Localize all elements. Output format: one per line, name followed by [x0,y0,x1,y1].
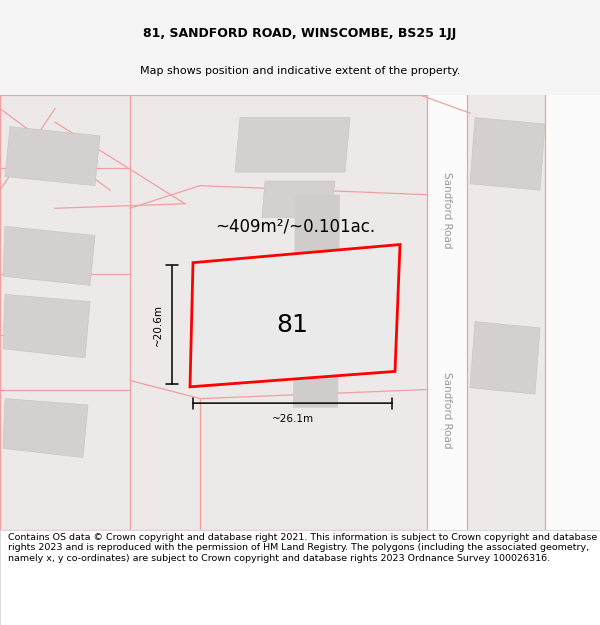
Polygon shape [190,244,400,387]
Text: ~26.1m: ~26.1m [271,414,314,424]
Polygon shape [235,118,350,172]
Polygon shape [262,181,335,218]
Text: Sandford Road: Sandford Road [442,172,452,248]
Polygon shape [427,95,467,530]
Text: ~409m²/~0.101ac.: ~409m²/~0.101ac. [215,217,375,236]
Polygon shape [3,226,95,285]
Text: 81: 81 [276,312,308,337]
Polygon shape [3,399,88,458]
Text: ~20.6m: ~20.6m [153,304,163,346]
Polygon shape [545,95,600,530]
Text: Map shows position and indicative extent of the property.: Map shows position and indicative extent… [140,66,460,76]
Polygon shape [470,118,545,190]
Text: 81, SANDFORD ROAD, WINSCOMBE, BS25 1JJ: 81, SANDFORD ROAD, WINSCOMBE, BS25 1JJ [143,27,457,40]
Polygon shape [3,294,90,358]
Text: Contains OS data © Crown copyright and database right 2021. This information is : Contains OS data © Crown copyright and d… [8,533,597,562]
Text: Sandford Road: Sandford Road [442,372,452,448]
Polygon shape [293,195,340,408]
Polygon shape [470,321,540,394]
Polygon shape [5,127,100,186]
